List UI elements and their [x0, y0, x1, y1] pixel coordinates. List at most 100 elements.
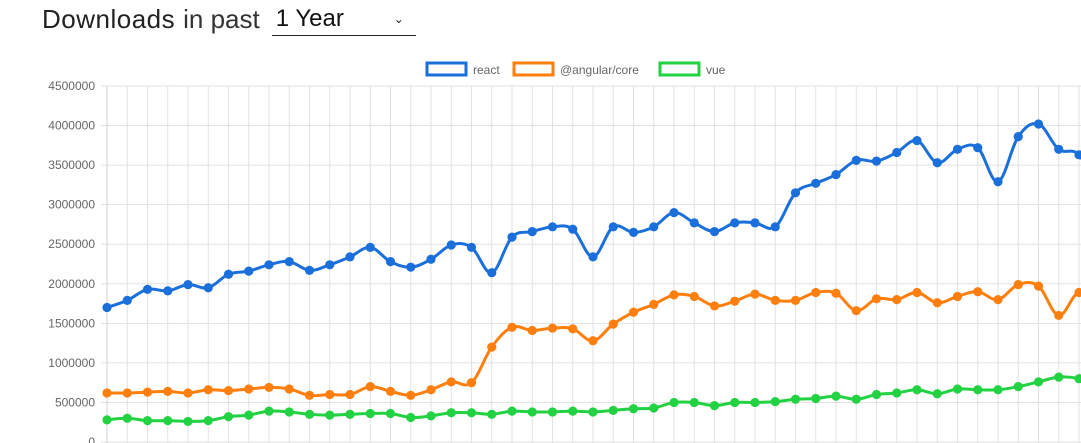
data-point-angular-core	[770, 295, 780, 305]
data-point-vue	[487, 409, 497, 419]
data-point-vue	[122, 413, 132, 423]
data-point-angular-core	[892, 295, 902, 305]
data-point-vue	[568, 406, 578, 416]
data-point-react	[446, 240, 456, 250]
data-point-vue	[345, 409, 355, 419]
data-point-angular-core	[649, 299, 659, 309]
data-point-angular-core	[1013, 279, 1023, 290]
data-point-react	[790, 188, 801, 198]
data-point-vue	[406, 412, 416, 423]
data-point-angular-core	[446, 377, 456, 387]
data-point-react	[973, 143, 983, 153]
chart-legend: react @angular/core vue	[425, 61, 726, 77]
data-point-angular-core	[163, 386, 173, 396]
data-point-angular-core	[406, 390, 416, 400]
legend-label: @angular/core	[560, 63, 639, 77]
downloads-header: Downloads in past 1 Year ⌄	[42, 2, 416, 36]
data-point-vue	[325, 410, 335, 420]
chart-series-points	[102, 119, 1081, 427]
data-point-vue	[547, 407, 558, 417]
y-tick-label: 1000000	[48, 356, 95, 370]
data-point-react	[770, 222, 780, 232]
period-select[interactable]: 1 Year ⌄	[271, 3, 416, 36]
data-point-angular-core	[628, 307, 639, 317]
data-point-react	[527, 226, 537, 237]
data-point-angular-core	[1054, 310, 1064, 321]
data-point-react	[426, 254, 436, 264]
data-point-vue	[892, 388, 902, 398]
data-point-vue	[811, 393, 821, 404]
data-point-angular-core	[811, 287, 821, 298]
data-point-vue	[244, 410, 254, 420]
data-point-angular-core	[244, 384, 254, 394]
data-point-react	[669, 207, 679, 218]
data-point-angular-core	[608, 319, 618, 329]
data-point-vue	[993, 385, 1003, 395]
data-point-angular-core	[547, 323, 558, 333]
period-select-value[interactable]: 1 Year	[275, 4, 344, 32]
data-point-angular-core	[142, 387, 153, 397]
data-point-angular-core	[973, 287, 983, 297]
data-point-react	[730, 218, 740, 228]
data-point-angular-core	[264, 382, 274, 393]
period-connector: in past	[183, 3, 260, 34]
data-point-react	[406, 262, 416, 272]
data-point-vue	[750, 397, 760, 408]
data-point-vue	[446, 408, 456, 418]
y-tick-label: 0	[88, 435, 95, 443]
data-point-angular-core	[790, 295, 801, 305]
data-point-angular-core	[871, 294, 882, 304]
data-point-react	[993, 177, 1003, 187]
data-point-react	[811, 178, 821, 188]
data-point-angular-core	[750, 289, 760, 299]
data-point-react	[163, 286, 173, 296]
data-point-react	[932, 158, 942, 168]
data-point-angular-core	[345, 389, 355, 400]
data-point-vue	[790, 394, 801, 404]
data-point-angular-core	[304, 390, 315, 400]
data-point-react	[1033, 119, 1044, 129]
data-point-react	[264, 260, 274, 270]
page-title: Downloads	[42, 3, 176, 34]
data-point-react	[507, 232, 517, 242]
data-point-vue	[203, 416, 213, 426]
data-point-vue	[689, 397, 699, 408]
data-point-vue	[102, 415, 112, 425]
data-point-vue	[426, 411, 436, 421]
data-point-react	[487, 268, 497, 278]
data-point-angular-core	[932, 298, 942, 308]
data-point-react	[466, 242, 477, 252]
data-point-vue	[730, 397, 740, 408]
legend-swatch	[425, 61, 468, 77]
data-point-vue	[770, 397, 780, 407]
data-point-react	[284, 257, 294, 267]
y-tick-label: 500000	[55, 395, 95, 409]
data-point-vue	[588, 407, 598, 417]
data-point-vue	[912, 385, 922, 395]
data-point-vue	[1013, 382, 1023, 392]
data-point-react	[709, 226, 720, 237]
y-tick-label: 1500000	[48, 316, 95, 330]
data-point-angular-core	[993, 295, 1003, 305]
data-point-angular-core	[588, 336, 598, 346]
data-point-vue	[365, 408, 375, 419]
data-point-react	[142, 284, 153, 294]
data-point-react	[223, 269, 234, 279]
data-point-vue	[709, 401, 720, 411]
legend-label: vue	[706, 63, 726, 77]
data-point-angular-core	[203, 385, 213, 395]
data-point-angular-core	[487, 342, 497, 352]
data-point-react	[851, 155, 861, 165]
data-point-vue	[932, 389, 942, 399]
data-point-vue	[649, 403, 659, 413]
data-point-vue	[1074, 374, 1081, 384]
data-point-angular-core	[122, 388, 132, 398]
y-tick-label: 2500000	[48, 237, 95, 251]
data-point-react	[365, 242, 375, 252]
data-point-react	[345, 252, 355, 262]
data-point-react	[203, 283, 213, 293]
data-point-angular-core	[831, 288, 841, 298]
data-point-vue	[851, 394, 861, 404]
legend-label: react	[473, 63, 500, 77]
data-point-angular-core	[709, 301, 720, 311]
